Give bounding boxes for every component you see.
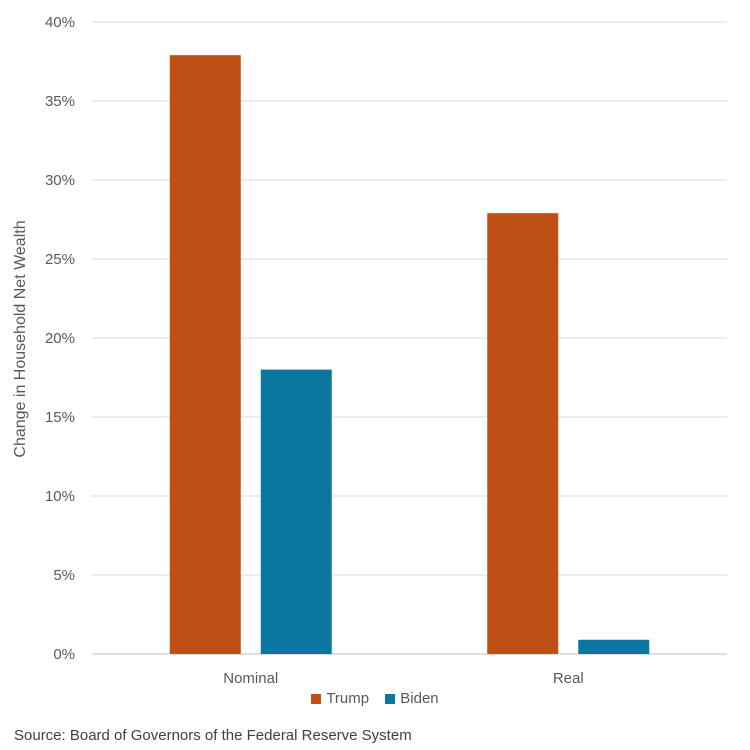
category-label-real: Real [553, 670, 584, 687]
y-tick-label: 20% [45, 330, 75, 347]
category-label-nominal: Nominal [223, 670, 278, 687]
category-labels: Nominal Real [223, 670, 583, 687]
legend-label-biden: Biden [400, 690, 439, 707]
bar-biden-real [578, 639, 650, 654]
bar-trump-real [487, 213, 559, 654]
y-tick-label: 15% [45, 409, 75, 426]
bar-chart: 0% 5% 10% 15% 20% 25% 30% 35% 40% Nominal Real Ch… [12, 14, 727, 687]
y-tick-label: 10% [45, 488, 75, 505]
y-tick-label: 40% [45, 14, 75, 31]
legend-swatch-biden [385, 693, 396, 704]
legend-item-trump: Trump [311, 690, 369, 707]
bar-biden-nominal [260, 369, 332, 654]
y-tick-labels: 0% 5% 10% 15% 20% 25% 30% 35% 40% [45, 14, 75, 663]
legend-swatch-trump [311, 693, 322, 704]
bar-trump-nominal [169, 55, 241, 655]
y-tick-label: 25% [45, 251, 75, 268]
bars [169, 55, 650, 655]
y-tick-label: 35% [45, 93, 75, 110]
legend-label-trump: Trump [326, 690, 370, 707]
source-note: Source: Board of Governors of the Federa… [14, 727, 412, 744]
legend: Trump Biden [0, 690, 750, 708]
y-axis-label: Change in Household Net Wealth [12, 220, 29, 457]
y-tick-label: 0% [53, 646, 75, 663]
legend-item-biden: Biden [385, 690, 439, 707]
y-tick-label: 5% [53, 567, 75, 584]
y-tick-label: 30% [45, 172, 75, 189]
